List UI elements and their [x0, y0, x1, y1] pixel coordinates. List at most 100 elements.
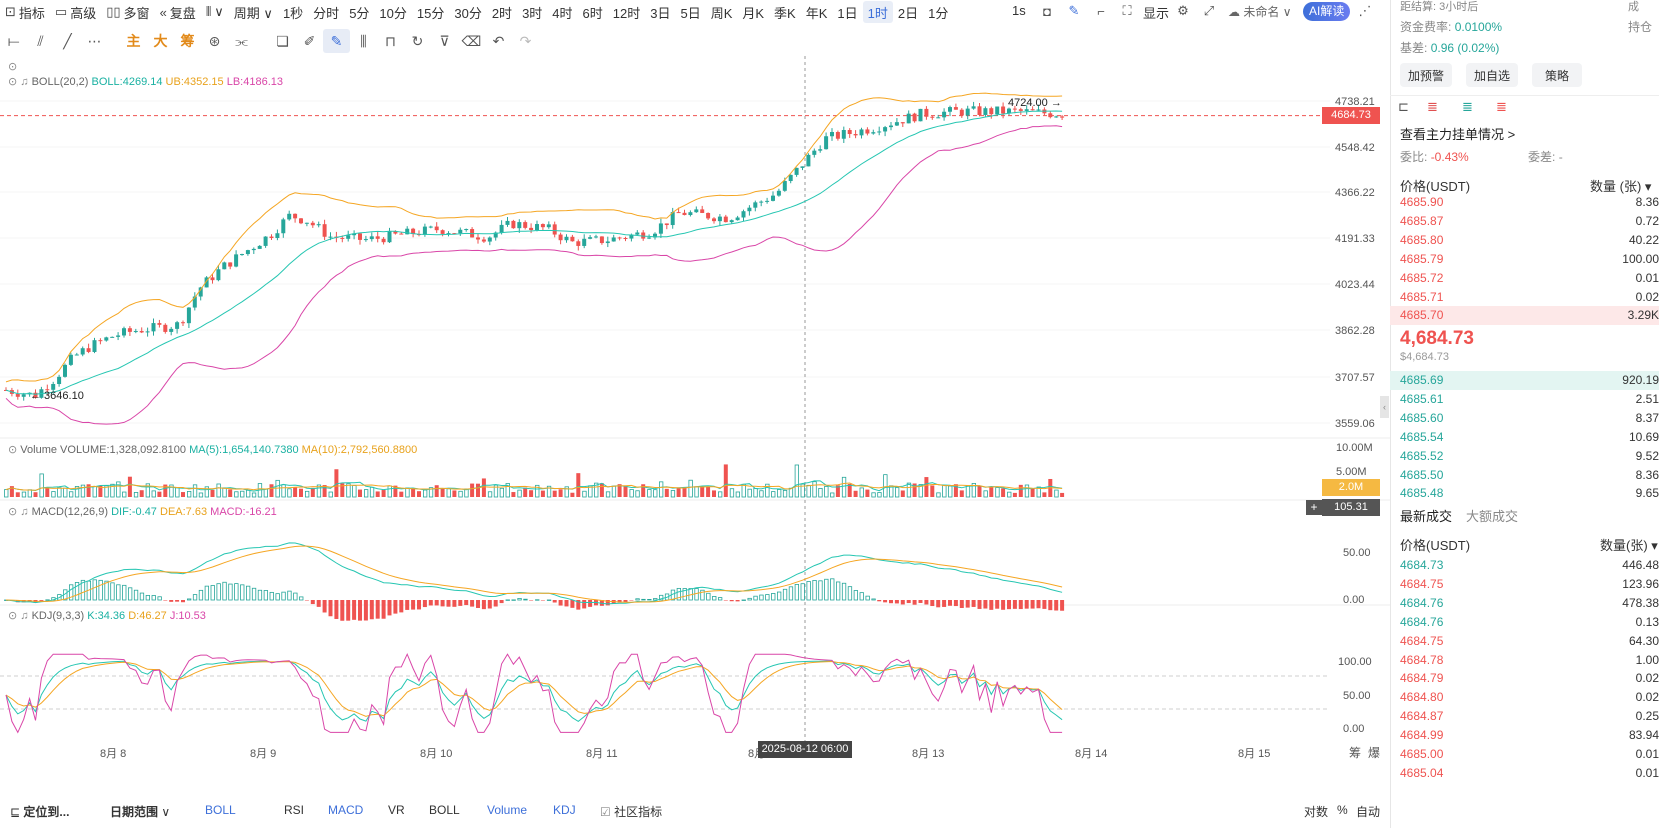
add-alert-button[interactable]: 加预警: [1400, 63, 1452, 87]
pencil-icon[interactable]: ✎: [1068, 3, 1080, 18]
list-item[interactable]: 4685.90 8.36: [1390, 193, 1659, 212]
bell-icon[interactable]: ♫: [20, 506, 29, 518]
list-item[interactable]: 4684.99 83.94: [1390, 726, 1659, 745]
list-item[interactable]: 4685.52 9.52: [1390, 447, 1659, 466]
auto-scale-toggle[interactable]: 自动: [1356, 805, 1381, 819]
replay-button[interactable]: «复盘: [159, 4, 196, 21]
add-line-icon[interactable]: +: [1306, 500, 1322, 515]
list-item[interactable]: 4684.73 446.48: [1390, 556, 1659, 575]
collapse-icon[interactable]: ⊙: [8, 61, 18, 73]
settings-icon[interactable]: ⚙: [1177, 3, 1189, 18]
brush-icon[interactable]: ✎: [323, 29, 350, 53]
chip-toggle[interactable]: 筹: [180, 33, 195, 49]
tab-vr[interactable]: VR: [388, 803, 405, 817]
sync-icon[interactable]: ⊛: [208, 32, 221, 49]
interval-4[interactable]: 15分: [416, 5, 445, 21]
display-button[interactable]: 显示: [1143, 6, 1170, 21]
seconds-toggle[interactable]: 1s: [1012, 3, 1026, 18]
tab-latest-trades[interactable]: 最新成交: [1400, 509, 1453, 524]
main-force-toggle[interactable]: 主: [126, 33, 141, 49]
chevron-down-icon[interactable]: ⊙: [8, 444, 18, 456]
share-icon[interactable]: ⋰: [1358, 3, 1372, 18]
interval-19[interactable]: 2日: [897, 5, 919, 21]
multi-window-button[interactable]: ▯▯ 多窗: [106, 4, 150, 21]
interval-13[interactable]: 周K: [710, 5, 733, 21]
interval-9[interactable]: 6时: [582, 5, 603, 21]
camera-icon[interactable]: ◘: [1043, 3, 1051, 19]
main-orders-link[interactable]: 查看主力挂单情况 >: [1400, 127, 1516, 142]
chart-type-button[interactable]: ⫴ ∨: [205, 4, 224, 19]
lock-icon[interactable]: ⊓: [385, 32, 396, 49]
list-item[interactable]: 4685.70 3.29K: [1390, 306, 1659, 326]
tab-boll[interactable]: BOLL: [205, 803, 236, 817]
add-watchlist-button[interactable]: 加自选: [1466, 63, 1518, 87]
strategy-button[interactable]: 策略: [1532, 63, 1582, 87]
list-item[interactable]: 4685.87 0.72: [1390, 212, 1659, 231]
trend-line-icon[interactable]: ╱: [63, 32, 72, 49]
chart-area[interactable]: [0, 56, 1390, 766]
chevron-down-icon[interactable]: ⊙: [8, 506, 18, 518]
list-item[interactable]: 4685.71 0.02: [1390, 288, 1659, 307]
interval-14[interactable]: 月K: [742, 5, 765, 21]
list-item[interactable]: 4685.80 40.22: [1390, 231, 1659, 250]
interval-3[interactable]: 10分: [379, 5, 407, 21]
liquidation-corner-label[interactable]: 爆: [1368, 746, 1381, 760]
chevron-down-icon[interactable]: ⊙: [8, 610, 18, 622]
list-item[interactable]: 4684.75 123.96: [1390, 575, 1659, 594]
trades-qty-header[interactable]: 数量(张) ▾: [1600, 538, 1658, 553]
interval-10[interactable]: 12时: [612, 5, 641, 21]
list-item[interactable]: 4685.50 8.36: [1390, 466, 1659, 485]
bookmark-icon[interactable]: ❏: [276, 32, 289, 49]
ruler-icon[interactable]: ✐: [303, 32, 316, 49]
interval-8[interactable]: 4时: [552, 5, 573, 21]
multi-line-icon[interactable]: ⫽: [37, 32, 44, 49]
expand-icon[interactable]: ⤢: [1203, 3, 1215, 18]
list-item[interactable]: 4685.54 10.69: [1390, 428, 1659, 447]
depth-bids-icon[interactable]: ≣: [1462, 99, 1473, 114]
bell-icon[interactable]: ♫: [20, 610, 29, 622]
list-item[interactable]: 4685.79 100.00: [1390, 250, 1659, 269]
interval-18[interactable]: 1时: [862, 1, 893, 23]
indicator-button[interactable]: ⊡ 指标: [5, 4, 45, 21]
tab-rsi[interactable]: RSI: [284, 803, 305, 817]
ai-interpret-button[interactable]: AI解读: [1303, 2, 1351, 21]
interval-1[interactable]: 分时: [313, 5, 340, 21]
list-item[interactable]: 4684.79 0.02: [1390, 669, 1659, 688]
cloud-layout-button[interactable]: ☁ 未命名 ∨: [1228, 5, 1292, 19]
list-item[interactable]: 4685.04 0.01: [1390, 764, 1659, 783]
crop-icon[interactable]: ⌐: [1097, 3, 1105, 19]
magnet-icon[interactable]: ⫘: [235, 32, 248, 49]
interval-5[interactable]: 30分: [454, 5, 482, 21]
community-indicators-button[interactable]: ☑ 社区指标: [600, 805, 663, 819]
interval-17[interactable]: 1日: [837, 5, 858, 21]
tab-macd[interactable]: MACD: [328, 803, 364, 817]
trash-icon[interactable]: ⌫: [461, 32, 482, 49]
locate-button[interactable]: ⊑ 定位到...: [10, 805, 70, 819]
list-item[interactable]: 4684.76 0.13: [1390, 613, 1659, 632]
tab-large-trades[interactable]: 大额成交: [1466, 509, 1519, 524]
list-item[interactable]: 4685.00 0.01: [1390, 745, 1659, 764]
percent-toggle[interactable]: %: [1337, 803, 1348, 817]
big-order-toggle[interactable]: 大: [153, 33, 168, 49]
candlestick-icon[interactable]: ⫼: [360, 32, 367, 49]
interval-16[interactable]: 年K: [805, 5, 828, 21]
interval-20[interactable]: 1分: [928, 5, 949, 21]
interval-0[interactable]: 1秒: [282, 5, 304, 21]
period-button[interactable]: 周期 ∨: [233, 5, 273, 21]
depth-asks-icon[interactable]: ≣: [1496, 99, 1507, 114]
interval-6[interactable]: 2时: [491, 5, 513, 21]
interval-7[interactable]: 3时: [522, 5, 543, 21]
horizontal-line-icon[interactable]: ⟝: [7, 32, 20, 49]
list-item[interactable]: 4684.76 478.38: [1390, 594, 1659, 613]
list-item[interactable]: 4684.87 0.25: [1390, 707, 1659, 726]
advanced-button[interactable]: ▭ 高级: [54, 4, 97, 21]
refresh-icon[interactable]: ↻: [411, 32, 424, 49]
more-tools-icon[interactable]: ⋯: [87, 32, 102, 49]
collapse-panel-handle[interactable]: ‹: [1380, 396, 1389, 418]
date-range-button[interactable]: 日期范围 ∨: [110, 805, 171, 819]
depth-both-icon[interactable]: ⊏: [1398, 99, 1409, 114]
interval-2[interactable]: 5分: [349, 5, 370, 21]
log-scale-toggle[interactable]: 对数: [1304, 805, 1329, 819]
bell-icon[interactable]: ♫: [20, 76, 29, 88]
list-item[interactable]: 4684.75 64.30: [1390, 632, 1659, 651]
